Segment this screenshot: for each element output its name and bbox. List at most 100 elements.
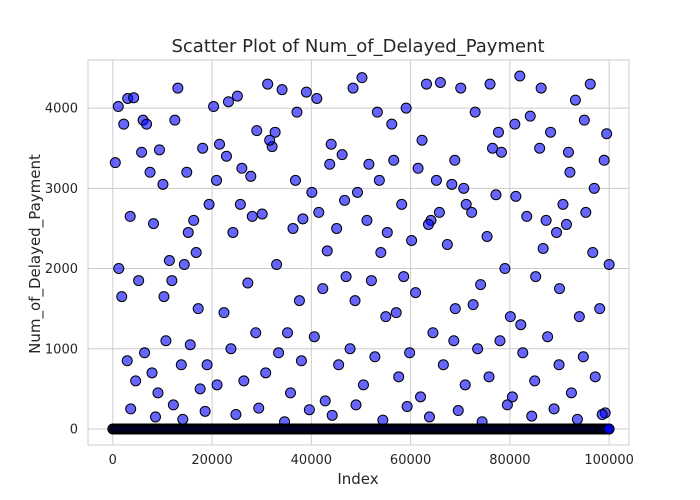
- data-point: [319, 395, 331, 407]
- data-point: [144, 166, 156, 178]
- data-point-zero: [603, 423, 615, 435]
- data-point: [230, 409, 242, 421]
- data-point: [234, 198, 246, 210]
- data-point: [276, 84, 288, 96]
- data-point: [236, 162, 248, 174]
- data-point: [584, 78, 596, 90]
- data-point: [596, 409, 608, 421]
- data-point: [340, 271, 352, 283]
- x-tick-label: 20000: [191, 453, 232, 468]
- data-point: [469, 106, 481, 118]
- data-point: [515, 319, 527, 331]
- data-point: [130, 375, 142, 387]
- data-point: [352, 186, 364, 198]
- data-point: [540, 214, 552, 226]
- data-point: [211, 379, 223, 391]
- y-tick-label: 2000: [45, 262, 78, 277]
- data-point: [169, 114, 181, 126]
- data-point: [401, 401, 413, 412]
- data-point: [349, 295, 361, 307]
- data-point: [116, 291, 128, 303]
- data-point: [218, 307, 230, 319]
- data-point: [199, 405, 211, 417]
- dense-zero-band: [107, 423, 615, 435]
- data-point: [158, 291, 170, 303]
- data-point: [521, 210, 533, 222]
- data-point: [300, 86, 312, 98]
- data-point: [483, 371, 495, 383]
- data-point: [448, 335, 460, 347]
- data-point: [569, 94, 581, 106]
- data-point: [400, 102, 412, 114]
- data-point: [251, 125, 263, 137]
- data-point: [113, 263, 125, 275]
- data-point: [492, 126, 504, 138]
- data-point: [264, 134, 276, 146]
- data-point: [253, 402, 265, 414]
- data-point: [357, 379, 369, 391]
- data-point: [598, 154, 610, 166]
- data-point: [562, 146, 574, 158]
- data-point: [344, 343, 356, 355]
- data-point: [430, 174, 442, 186]
- x-tick-labels: 0 20000 40000 60000 80000 100000: [109, 453, 634, 468]
- data-point: [504, 311, 516, 323]
- data-point: [369, 351, 381, 363]
- data-point: [282, 327, 294, 339]
- data-point: [109, 157, 121, 169]
- data-point: [517, 347, 529, 359]
- data-point: [601, 128, 613, 140]
- data-point: [571, 413, 583, 425]
- data-point: [256, 208, 268, 220]
- data-point: [194, 383, 206, 395]
- data-point: [458, 182, 470, 194]
- data-point: [529, 375, 541, 387]
- data-point: [499, 263, 511, 275]
- data-point: [262, 78, 274, 90]
- data-point: [371, 106, 383, 118]
- y-axis-label: Num_of_Delayed_Payment: [26, 154, 45, 354]
- data-point: [554, 283, 566, 295]
- data-point: [273, 347, 285, 359]
- chart-title: Scatter Plot of Num_of_Delayed_Payment: [171, 36, 544, 57]
- data-point: [197, 142, 209, 154]
- data-point: [313, 206, 325, 218]
- data-point: [578, 114, 590, 126]
- data-point: [214, 138, 226, 150]
- data-point: [291, 106, 303, 118]
- data-point: [339, 194, 351, 206]
- data-point: [501, 399, 513, 411]
- data-point: [326, 409, 338, 421]
- data-point: [190, 247, 202, 258]
- data-point: [231, 90, 243, 102]
- data-point: [220, 150, 232, 162]
- data-point: [420, 78, 432, 90]
- data-point: [184, 339, 196, 351]
- data-point: [459, 379, 471, 391]
- data-point: [495, 146, 507, 158]
- y-tick-labels: 0 1000 2000 3000 4000: [45, 102, 78, 438]
- data-point: [589, 371, 601, 383]
- data-point: [182, 226, 194, 238]
- data-point: [509, 118, 521, 130]
- data-point: [475, 279, 487, 291]
- data-point: [363, 158, 375, 170]
- data-point: [380, 311, 392, 323]
- data-point: [146, 367, 158, 379]
- data-point: [203, 198, 215, 210]
- data-point: [434, 76, 446, 88]
- data-point: [324, 158, 336, 170]
- data-point: [467, 299, 479, 311]
- y-tick-label: 3000: [45, 182, 78, 197]
- data-point: [245, 170, 257, 182]
- data-point: [157, 178, 169, 190]
- data-point: [331, 222, 343, 234]
- data-point: [416, 134, 428, 146]
- data-point: [423, 411, 435, 423]
- data-point: [373, 174, 385, 186]
- data-point: [227, 226, 239, 238]
- data-point: [172, 82, 184, 94]
- data-point: [594, 303, 606, 315]
- data-point: [306, 186, 318, 198]
- data-point: [422, 218, 434, 230]
